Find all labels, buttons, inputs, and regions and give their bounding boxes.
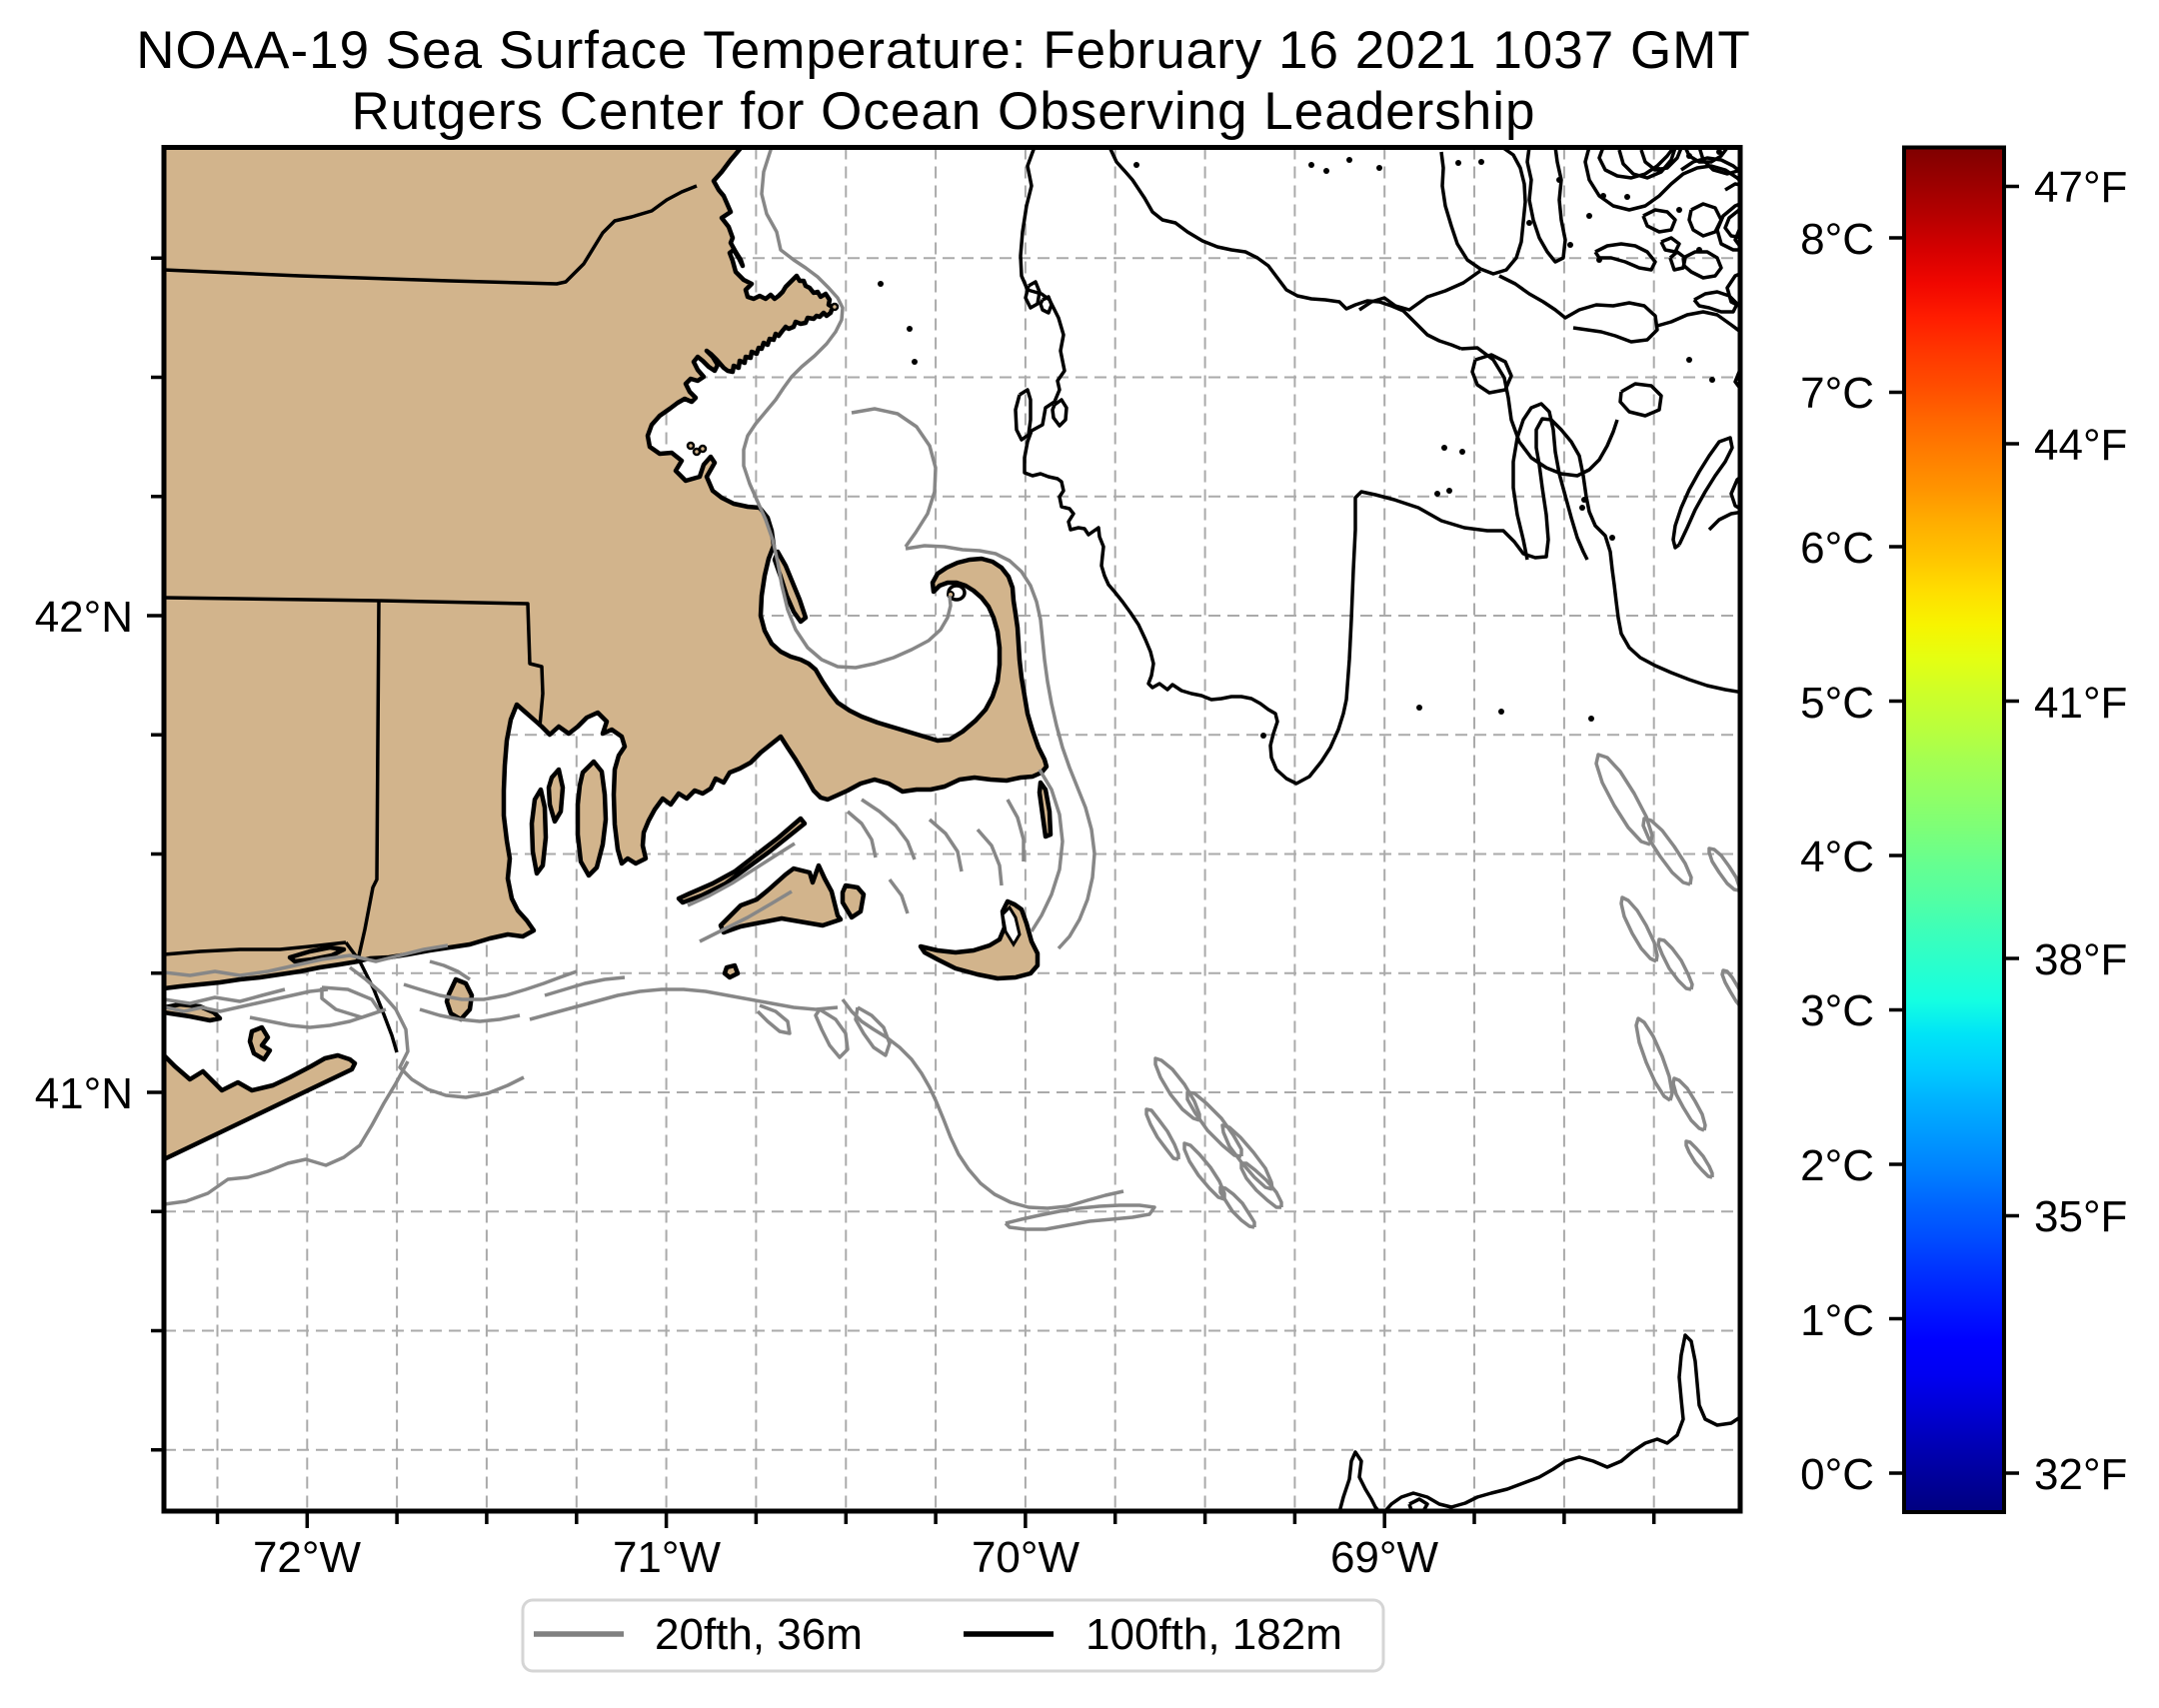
svg-text:44°F: 44°F <box>2034 421 2127 470</box>
svg-text:71°W: 71°W <box>613 1533 722 1582</box>
svg-text:3°C: 3°C <box>1800 986 1874 1035</box>
svg-text:47°F: 47°F <box>2034 163 2127 212</box>
svg-text:1°C: 1°C <box>1800 1296 1874 1345</box>
svg-text:35°F: 35°F <box>2034 1192 2127 1241</box>
svg-text:70°W: 70°W <box>972 1533 1080 1582</box>
svg-text:72°W: 72°W <box>253 1533 362 1582</box>
svg-text:5°C: 5°C <box>1800 679 1874 728</box>
svg-text:69°W: 69°W <box>1330 1533 1439 1582</box>
svg-text:41°F: 41°F <box>2034 679 2127 728</box>
svg-text:42°N: 42°N <box>35 593 133 642</box>
svg-text:6°C: 6°C <box>1800 524 1874 573</box>
svg-text:100fth, 182m: 100fth, 182m <box>1085 1610 1342 1659</box>
svg-text:38°F: 38°F <box>2034 935 2127 984</box>
svg-text:NOAA-19 Sea Surface Temperatur: NOAA-19 Sea Surface Temperature: Februar… <box>136 21 1750 80</box>
svg-text:7°C: 7°C <box>1800 369 1874 418</box>
svg-text:2°C: 2°C <box>1800 1141 1874 1190</box>
svg-text:8°C: 8°C <box>1800 215 1874 264</box>
svg-text:32°F: 32°F <box>2034 1450 2127 1499</box>
svg-text:41°N: 41°N <box>35 1069 133 1118</box>
svg-text:Rutgers Center for Ocean Obser: Rutgers Center for Ocean Observing Leade… <box>351 82 1535 141</box>
svg-text:20fth, 36m: 20fth, 36m <box>655 1610 863 1659</box>
svg-text:4°C: 4°C <box>1800 833 1874 881</box>
svg-text:0°C: 0°C <box>1800 1450 1874 1499</box>
